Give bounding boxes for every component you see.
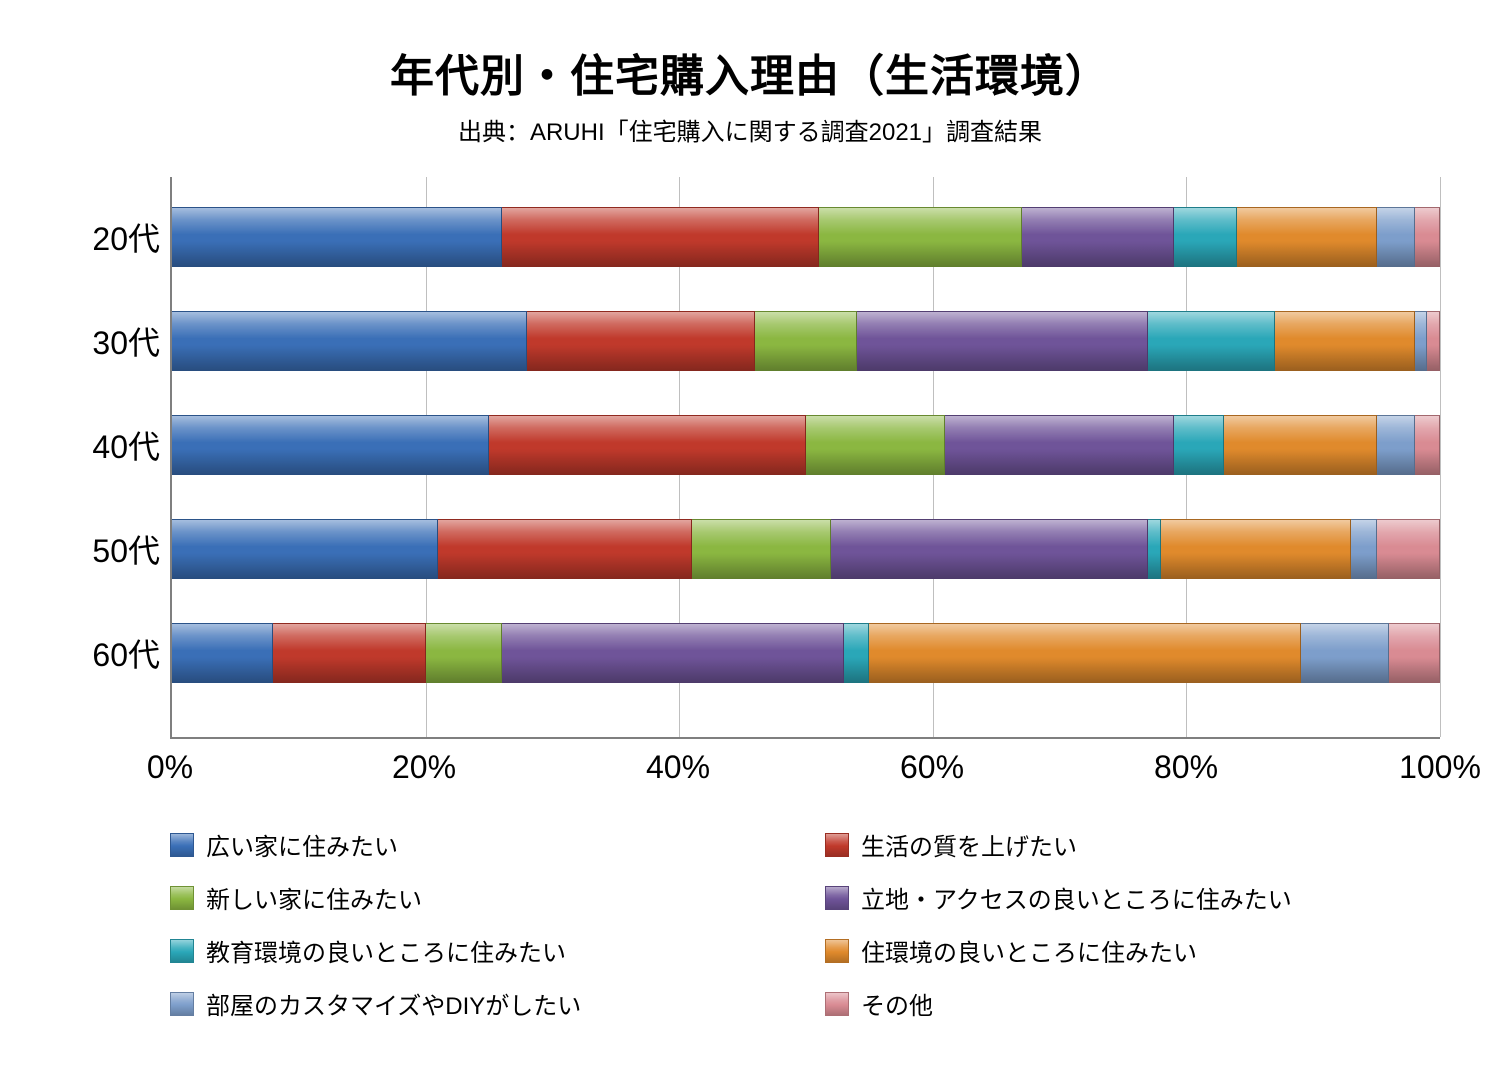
bar-row: [172, 623, 1440, 683]
legend-item: 広い家に住みたい: [170, 827, 785, 862]
legend-label: 教育環境の良いところに住みたい: [206, 933, 566, 968]
bar-segment: [692, 519, 831, 579]
legend-label: 立地・アクセスの良いところに住みたい: [861, 880, 1292, 915]
bar-segment: [1377, 415, 1415, 475]
chart-subtitle: 出典：ARUHI「住宅購入に関する調査2021」調査結果: [60, 112, 1440, 147]
bar-segment: [1148, 519, 1161, 579]
bar-segment: [1415, 415, 1440, 475]
x-axis-tick-label: 20%: [392, 749, 456, 786]
bar-segment: [502, 623, 844, 683]
legend-label: 広い家に住みたい: [206, 827, 398, 862]
bar-segment: [172, 207, 502, 267]
bar-segment: [1377, 207, 1415, 267]
bar-row: [172, 311, 1440, 371]
bar-segment: [1174, 207, 1237, 267]
bar-segment: [857, 311, 1149, 371]
legend-item: 新しい家に住みたい: [170, 880, 785, 915]
bar-segment: [1415, 311, 1428, 371]
legend-swatch: [825, 992, 849, 1016]
bar-segment: [1301, 623, 1390, 683]
legend-label: その他: [861, 986, 933, 1021]
bar-segment: [438, 519, 692, 579]
gridline: [1440, 177, 1441, 737]
y-axis-labels: 20代 30代 40代 50代 60代: [60, 177, 170, 737]
bar-segment: [1224, 415, 1376, 475]
bar-segment: [172, 519, 438, 579]
bar-segment: [1275, 311, 1414, 371]
bar-segment: [1351, 519, 1376, 579]
legend-label: 新しい家に住みたい: [206, 880, 422, 915]
bar-segment: [755, 311, 856, 371]
legend-label: 部屋のカスタマイズやDIYがしたい: [206, 986, 581, 1021]
legend-swatch: [825, 886, 849, 910]
bar-segment: [273, 623, 425, 683]
legend-swatch: [170, 939, 194, 963]
bar-segment: [1389, 623, 1440, 683]
legend-swatch: [170, 833, 194, 857]
x-axis-tick-label: 40%: [646, 749, 710, 786]
bar-segment: [869, 623, 1300, 683]
legend-swatch: [825, 939, 849, 963]
bar-row: [172, 415, 1440, 475]
legend-swatch: [170, 886, 194, 910]
bar-segment: [1377, 519, 1440, 579]
legend-item: 部屋のカスタマイズやDIYがしたい: [170, 986, 785, 1021]
legend-swatch: [825, 833, 849, 857]
chart-container: 年代別・住宅購入理由（生活環境） 出典：ARUHI「住宅購入に関する調査2021…: [0, 0, 1500, 1068]
bar-segment: [1415, 207, 1440, 267]
y-axis-label: 20代: [92, 214, 160, 260]
chart-title: 年代別・住宅購入理由（生活環境）: [60, 40, 1440, 104]
plot-region: [170, 177, 1440, 739]
legend-label: 住環境の良いところに住みたい: [861, 933, 1197, 968]
x-axis-tick-label: 100%: [1399, 749, 1481, 786]
bar-segment: [1427, 311, 1440, 371]
bar-segment: [172, 415, 489, 475]
bar-segment: [1174, 415, 1225, 475]
bar-segment: [426, 623, 502, 683]
bar-segment: [502, 207, 819, 267]
legend-item: 立地・アクセスの良いところに住みたい: [825, 880, 1440, 915]
bar-segment: [489, 415, 806, 475]
legend-label: 生活の質を上げたい: [861, 827, 1077, 862]
bar-segment: [1237, 207, 1376, 267]
legend-item: 生活の質を上げたい: [825, 827, 1440, 862]
y-axis-label: 30代: [92, 318, 160, 364]
bar-row: [172, 519, 1440, 579]
x-axis-tick-label: 0%: [147, 749, 193, 786]
legend-swatch: [170, 992, 194, 1016]
bar-segment: [172, 623, 273, 683]
bar-segment: [527, 311, 755, 371]
bar-segment: [806, 415, 945, 475]
y-axis-label: 60代: [92, 630, 160, 676]
legend-item: その他: [825, 986, 1440, 1021]
bar-segment: [172, 311, 527, 371]
bar-segment: [844, 623, 869, 683]
bar-segment: [1022, 207, 1174, 267]
y-axis-label: 40代: [92, 422, 160, 468]
bar-segment: [945, 415, 1173, 475]
x-axis: 0%20%40%60%80%100%: [170, 737, 1440, 807]
bar-segment: [1161, 519, 1351, 579]
legend: 広い家に住みたい 生活の質を上げたい新しい家に住みたい 立地・アクセスの良いところに…: [170, 827, 1440, 1021]
bar-row: [172, 207, 1440, 267]
x-axis-tick-label: 80%: [1154, 749, 1218, 786]
bar-segment: [819, 207, 1022, 267]
chart-plot-area: 20代 30代 40代 50代 60代: [60, 177, 1440, 737]
y-axis-label: 50代: [92, 526, 160, 572]
legend-item: 教育環境の良いところに住みたい: [170, 933, 785, 968]
bar-segment: [831, 519, 1148, 579]
bar-segment: [1148, 311, 1275, 371]
legend-item: 住環境の良いところに住みたい: [825, 933, 1440, 968]
x-axis-tick-label: 60%: [900, 749, 964, 786]
